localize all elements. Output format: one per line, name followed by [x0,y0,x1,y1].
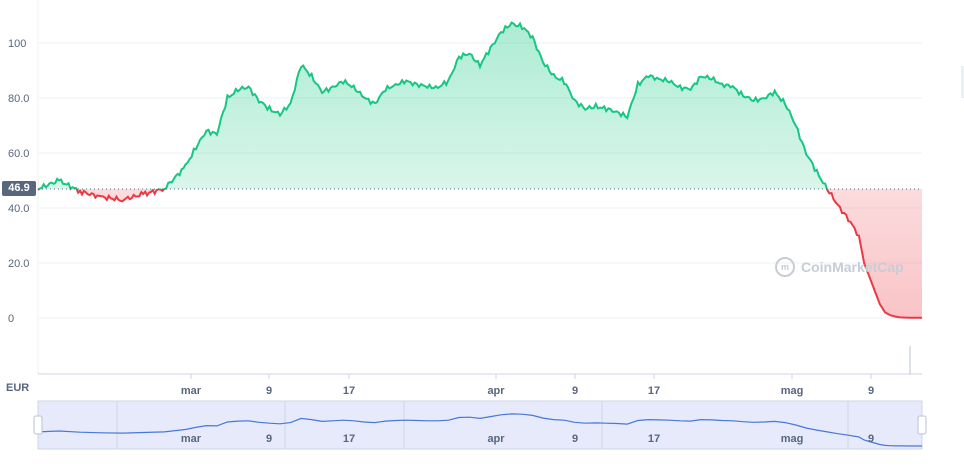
navigator-tick-label: 17 [343,433,355,445]
navigator-tick-label: 9 [266,433,272,445]
currency-label: EUR [6,382,30,394]
x-tick-label: 17 [648,385,660,397]
navigator-line [37,413,922,447]
y-tick-label: 20.0 [8,258,29,270]
price-line [37,21,922,319]
y-tick-label: 80.0 [8,93,29,105]
coinmarketcap-logo-icon: m [775,257,795,277]
watermark: m CoinMarketCap [775,257,904,277]
navigator-tick-label: 9 [572,433,578,445]
navigator-grid [116,401,849,449]
navigator-tick-label: mag [781,433,804,445]
scroll-edge [961,66,964,98]
line-above-reference [37,21,829,190]
y-tick-label: 100 [8,38,26,50]
navigator-tick-label: 9 [868,433,874,445]
area-above-reference [39,22,827,190]
reference-price-label: 46.9 [2,181,36,197]
x-tick-label: mag [781,385,804,397]
navigator-right-handle[interactable] [917,415,927,435]
x-tick-label: 9 [266,385,272,397]
y-axis-ticks: 0 20.0 40.0 60.0 80.0 100 [8,38,29,325]
navigator-x-ticks: mar 9 17 apr 9 17 mag 9 [181,433,874,445]
navigator-tick-label: mar [181,433,202,445]
navigator-tick-label: 17 [648,433,660,445]
x-tick-label: 9 [868,385,874,397]
watermark-text: CoinMarketCap [801,259,904,275]
navigator-tick-label: apr [487,433,505,445]
navigator-left-handle[interactable] [33,415,43,435]
y-tick-label: 40.0 [8,203,29,215]
y-tick-label: 0 [8,313,14,325]
x-tick-label: apr [487,385,505,397]
y-tick-label: 60.0 [8,148,29,160]
x-tick-label: mar [181,385,202,397]
x-axis-ticks: mar 9 17 apr 9 17 mag 9 [181,374,874,397]
x-tick-label: 17 [343,385,355,397]
price-area [38,22,922,318]
range-navigator[interactable]: mar 9 17 apr 9 17 mag 9 [33,400,927,450]
x-tick-label: 9 [572,385,578,397]
